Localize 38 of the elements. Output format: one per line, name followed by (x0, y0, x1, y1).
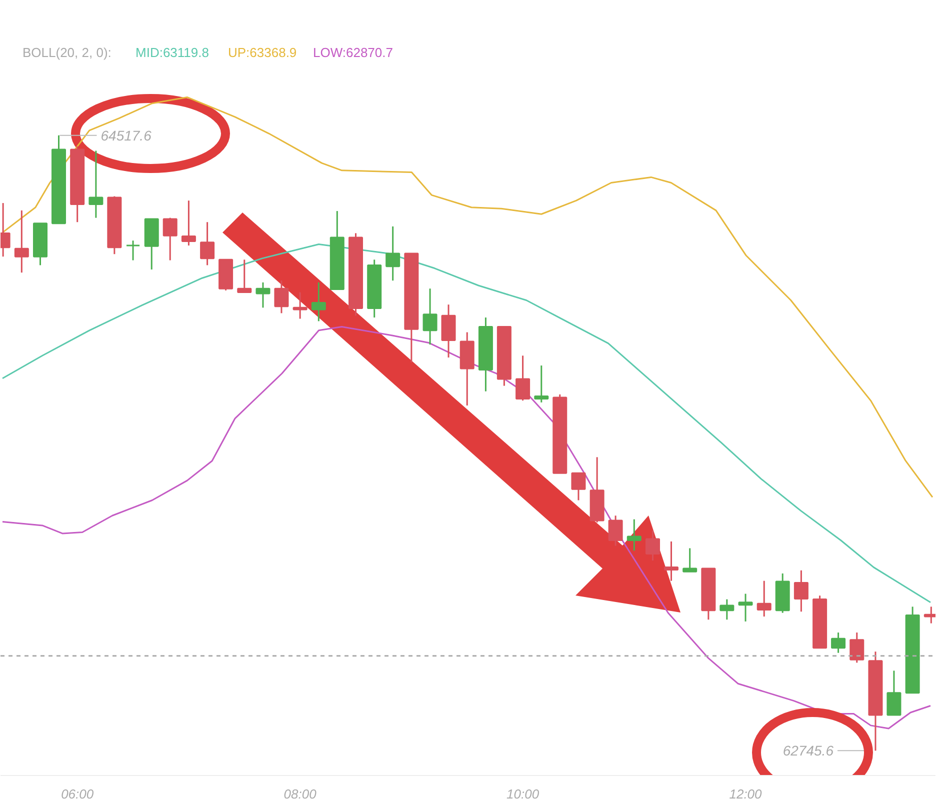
candlestick (626, 518, 642, 552)
candlestick (386, 226, 400, 282)
candlestick (646, 530, 660, 562)
candlestick (720, 598, 734, 620)
candlestick (292, 292, 308, 320)
candlestick (256, 282, 270, 308)
candlestick (311, 282, 326, 322)
x-tick-label: 12:00 (729, 786, 763, 802)
chart-title: BOLL(20, 2, 0): (22, 45, 112, 60)
candlestick (756, 580, 772, 618)
annotation: 62745.6 (782, 742, 834, 759)
candlestick (88, 150, 104, 219)
candlestick (682, 547, 698, 572)
x-tick-label: 08:00 (284, 786, 318, 802)
text: LOW:62870.7 (313, 45, 393, 60)
candlestick (534, 364, 549, 404)
candlestick (664, 540, 678, 582)
x-tick-label: 10:00 (506, 786, 540, 802)
candlestick (608, 514, 623, 547)
x-tick-label: 06:00 (61, 786, 94, 802)
candlestick (162, 217, 178, 262)
candlestick (794, 570, 808, 612)
candlestick (571, 472, 586, 501)
candlestick (850, 632, 864, 664)
text: MID:63119.8 (136, 45, 209, 60)
candlestick (126, 240, 140, 262)
candlestick (14, 210, 29, 274)
candlestick (422, 288, 438, 346)
candlestick (516, 354, 530, 402)
candlestick (886, 670, 902, 716)
candlestick (237, 258, 252, 294)
candlestick (831, 632, 846, 654)
candlestick (274, 280, 289, 314)
candlestick (738, 593, 753, 622)
candlestick (200, 221, 215, 266)
text: UP:63368.9 (228, 45, 297, 60)
candlestick (181, 200, 196, 246)
annotation: 64517.6 (100, 127, 152, 144)
